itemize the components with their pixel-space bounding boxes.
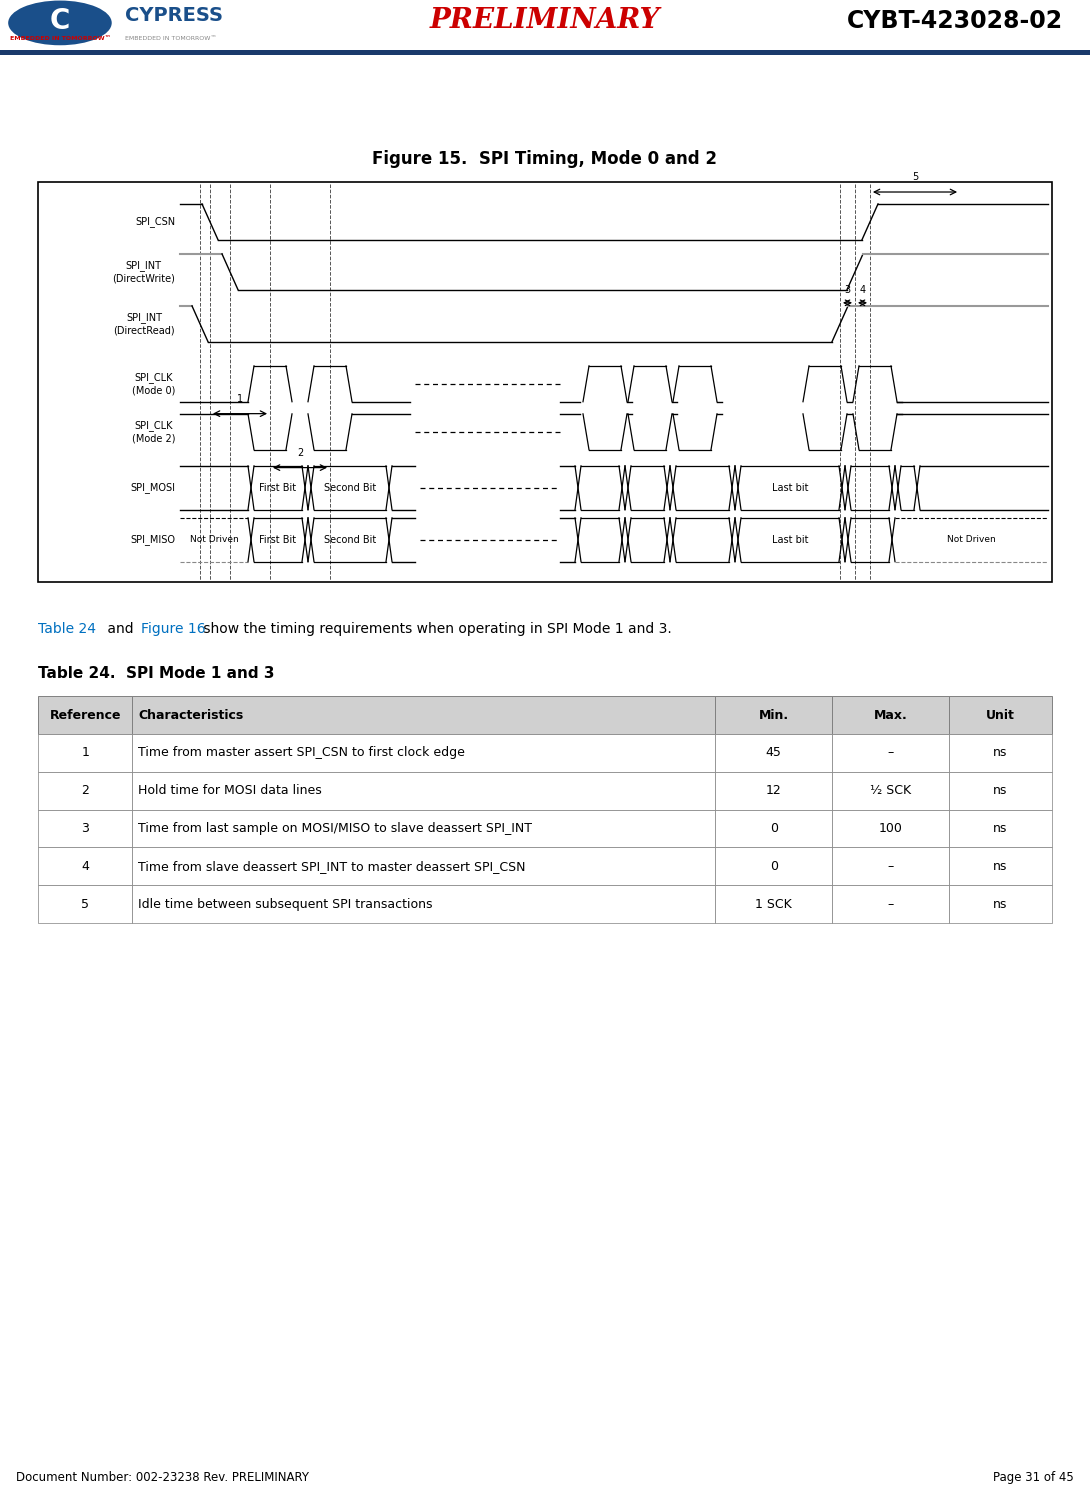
Bar <box>0 51 1090 54</box>
Text: Max.: Max. <box>873 708 907 722</box>
Bar <box>715 884 832 923</box>
Text: Characteristics: Characteristics <box>138 708 243 722</box>
Text: Time from master assert SPI_CSN to first clock edge: Time from master assert SPI_CSN to first… <box>138 747 465 759</box>
Bar <box>132 847 715 884</box>
Text: 12: 12 <box>766 784 782 798</box>
Bar <box>715 772 832 810</box>
Text: 45: 45 <box>765 747 782 759</box>
Text: 0: 0 <box>770 859 777 872</box>
Text: –: – <box>887 747 894 759</box>
Text: Table 24.  SPI Mode 1 and 3: Table 24. SPI Mode 1 and 3 <box>38 666 275 681</box>
Text: ns: ns <box>993 784 1007 798</box>
Text: 2: 2 <box>82 784 89 798</box>
Bar <box>832 810 948 847</box>
Text: 4: 4 <box>859 285 865 294</box>
Bar <box>832 772 948 810</box>
Text: ns: ns <box>993 747 1007 759</box>
Text: Idle time between subsequent SPI transactions: Idle time between subsequent SPI transac… <box>138 898 433 910</box>
Text: and: and <box>102 622 138 635</box>
Bar <box>948 734 1052 772</box>
Text: Time from last sample on MOSI/MISO to slave deassert SPI_INT: Time from last sample on MOSI/MISO to sl… <box>138 822 532 835</box>
Bar <box>948 847 1052 884</box>
Bar <box>132 734 715 772</box>
Text: EMBEDDED IN TOMORROW™: EMBEDDED IN TOMORROW™ <box>125 36 217 40</box>
Text: PRELIMINARY: PRELIMINARY <box>429 7 661 34</box>
Bar <box>38 772 132 810</box>
Text: Second Bit: Second Bit <box>324 483 376 493</box>
Text: 4: 4 <box>82 859 89 872</box>
Text: First Bit: First Bit <box>259 535 296 545</box>
Bar <box>832 847 948 884</box>
Bar <box>132 696 715 734</box>
Text: Not Driven: Not Driven <box>947 535 996 544</box>
Text: 1: 1 <box>237 394 243 403</box>
Bar <box>132 772 715 810</box>
Bar <box>715 734 832 772</box>
Text: 5: 5 <box>81 898 89 910</box>
Text: CYBT-423028-02: CYBT-423028-02 <box>847 9 1063 33</box>
Text: 0: 0 <box>770 822 777 835</box>
Text: Not Driven: Not Driven <box>190 535 239 544</box>
Text: Figure 15.  SPI Timing, Mode 0 and 2: Figure 15. SPI Timing, Mode 0 and 2 <box>373 149 717 167</box>
Text: 5: 5 <box>912 172 918 182</box>
Bar <box>38 182 1052 581</box>
Text: Unit: Unit <box>985 708 1015 722</box>
Text: –: – <box>887 859 894 872</box>
Text: ns: ns <box>993 822 1007 835</box>
Text: SPI_MOSI: SPI_MOSI <box>130 483 175 493</box>
Bar <box>715 696 832 734</box>
Bar <box>948 810 1052 847</box>
Bar <box>832 696 948 734</box>
Bar <box>38 884 132 923</box>
Text: Last bit: Last bit <box>772 535 809 545</box>
Bar <box>38 696 132 734</box>
Bar <box>38 847 132 884</box>
Bar <box>832 734 948 772</box>
Text: ns: ns <box>993 859 1007 872</box>
Bar <box>948 772 1052 810</box>
Bar <box>132 884 715 923</box>
Text: ns: ns <box>993 898 1007 910</box>
Text: SPI_MISO: SPI_MISO <box>130 535 175 545</box>
Bar <box>38 734 132 772</box>
Text: Page 31 of 45: Page 31 of 45 <box>993 1472 1074 1484</box>
Text: 2: 2 <box>296 448 303 457</box>
Text: SPI_INT
(DirectWrite): SPI_INT (DirectWrite) <box>112 260 175 282</box>
Bar <box>948 884 1052 923</box>
Text: SPI_CSN: SPI_CSN <box>135 217 175 227</box>
Ellipse shape <box>9 0 111 45</box>
Text: 1 SCK: 1 SCK <box>755 898 792 910</box>
Text: Min.: Min. <box>759 708 789 722</box>
Text: CYPRESS: CYPRESS <box>125 6 223 25</box>
Text: Figure 16: Figure 16 <box>141 622 206 635</box>
Text: 100: 100 <box>879 822 903 835</box>
Text: Time from slave deassert SPI_INT to master deassert SPI_CSN: Time from slave deassert SPI_INT to mast… <box>138 859 525 872</box>
Bar <box>715 810 832 847</box>
Text: EMBEDDED IN TOMORROW™: EMBEDDED IN TOMORROW™ <box>10 36 110 40</box>
Text: Document Number: 002-23238 Rev. PRELIMINARY: Document Number: 002-23238 Rev. PRELIMIN… <box>16 1472 310 1484</box>
Text: SPI_CLK
(Mode 0): SPI_CLK (Mode 0) <box>132 372 175 394</box>
Bar <box>948 696 1052 734</box>
Text: First Bit: First Bit <box>259 483 296 493</box>
Text: show the timing requirements when operating in SPI Mode 1 and 3.: show the timing requirements when operat… <box>199 622 671 635</box>
Text: –: – <box>887 898 894 910</box>
Text: Last bit: Last bit <box>772 483 809 493</box>
Text: SPI_INT
(DirectRead): SPI_INT (DirectRead) <box>113 312 175 335</box>
Text: 1: 1 <box>82 747 89 759</box>
Text: Reference: Reference <box>49 708 121 722</box>
Text: C: C <box>50 6 70 34</box>
Bar <box>715 847 832 884</box>
Text: SPI_CLK
(Mode 2): SPI_CLK (Mode 2) <box>132 420 175 444</box>
Bar <box>38 810 132 847</box>
Text: Hold time for MOSI data lines: Hold time for MOSI data lines <box>138 784 322 798</box>
Text: 3: 3 <box>845 285 850 294</box>
Bar <box>132 810 715 847</box>
Text: Table 24: Table 24 <box>38 622 96 635</box>
Text: 3: 3 <box>82 822 89 835</box>
Text: Second Bit: Second Bit <box>324 535 376 545</box>
Bar <box>832 884 948 923</box>
Text: ½ SCK: ½ SCK <box>870 784 911 798</box>
